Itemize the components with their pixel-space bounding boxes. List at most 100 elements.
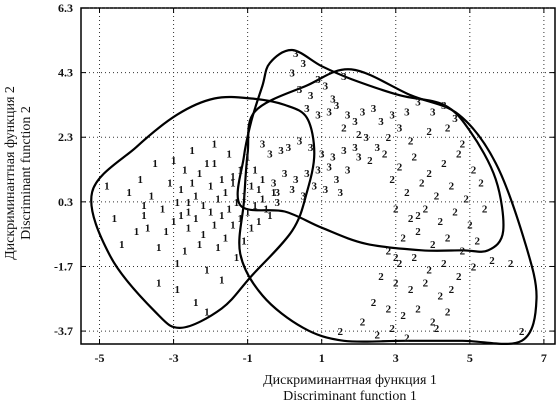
group-1-point: 1 <box>134 226 140 238</box>
y-tick-label: -1.7 <box>54 259 73 273</box>
group-1-point: 1 <box>182 165 188 177</box>
group-1-point: 1 <box>175 197 181 209</box>
group-2-point: 2 <box>397 161 403 173</box>
group-1-point: 1 <box>163 226 169 238</box>
group-1-point: 1 <box>208 207 214 219</box>
group-1-point: 1 <box>104 181 110 193</box>
group-1-point: 1 <box>167 177 173 189</box>
group-2-point: 2 <box>408 213 414 225</box>
group-1-point: 1 <box>189 145 195 157</box>
group-3-point: 3 <box>323 184 329 196</box>
group-2-point: 2 <box>456 148 462 160</box>
x-tick-label: 1 <box>319 351 325 365</box>
group-2-point: 2 <box>445 232 451 244</box>
group-3-point: 3 <box>345 110 351 122</box>
group-1-point: 1 <box>226 148 232 160</box>
group-1-point: 1 <box>263 203 269 215</box>
group-3-point: 3 <box>330 152 336 164</box>
group-1-point: 1 <box>204 265 210 277</box>
group-2-point: 2 <box>508 258 514 270</box>
x-tick-label: -5 <box>95 351 105 365</box>
group-1-point: 1 <box>171 155 177 167</box>
x-axis-title: Дискриминантная функция 1 Discriminant f… <box>230 373 470 405</box>
group-1-point: 1 <box>241 190 247 202</box>
group-1-point: 1 <box>141 210 147 222</box>
group-3-point: 3 <box>282 168 288 180</box>
group-1-point: 1 <box>145 223 151 235</box>
group-1-point: 1 <box>237 213 243 225</box>
group-2-point: 2 <box>449 284 455 296</box>
y-tick-label: 6.3 <box>58 1 73 15</box>
group-1-point: 1 <box>156 278 162 290</box>
y-axis-title-ru: Дискриминантная функция 2 <box>3 86 18 260</box>
group-2-point: 2 <box>378 271 384 283</box>
group-boundaries <box>90 48 538 345</box>
group-2-point: 2 <box>375 329 381 341</box>
group-3-point: 3 <box>308 142 314 154</box>
group-2-point: 2 <box>471 165 477 177</box>
group-1-point: 1 <box>208 181 214 193</box>
group-1-point: 1 <box>212 219 218 231</box>
group-3-point: 3 <box>304 168 310 180</box>
group-2-point: 2 <box>386 245 392 257</box>
group-1-point: 1 <box>186 223 192 235</box>
group-2-point: 2 <box>445 123 451 135</box>
group-1-point: 1 <box>252 165 258 177</box>
group-1-point: 1 <box>230 219 236 231</box>
group-3-point: 3 <box>326 161 332 173</box>
group-2-point: 2 <box>386 303 392 315</box>
group-3-point: 3 <box>319 148 325 160</box>
group-3-point: 3 <box>275 187 281 199</box>
group-3-point: 3 <box>378 116 384 128</box>
group-3-point: 3 <box>293 48 299 60</box>
group-1-point: 1 <box>267 210 273 222</box>
group-1-point: 1 <box>193 190 199 202</box>
group-1-point: 1 <box>241 236 247 248</box>
group-2-point: 2 <box>471 261 477 273</box>
group-3-point: 3 <box>356 152 362 164</box>
group-2-point: 2 <box>386 132 392 144</box>
group-2-point: 2 <box>430 239 436 251</box>
group-1-point: 1 <box>193 213 199 225</box>
group-2-point: 2 <box>426 265 432 277</box>
group-2-point: 2 <box>367 155 373 167</box>
group-3-point: 3 <box>312 181 318 193</box>
group-1-point: 1 <box>197 239 203 251</box>
group-1-point: 1 <box>175 284 181 296</box>
group-2-point: 2 <box>341 123 347 135</box>
group-2-point: 2 <box>456 271 462 283</box>
group-1-point: 1 <box>219 274 225 286</box>
group-1-point: 1 <box>189 177 195 189</box>
group-3-point: 3 <box>389 110 395 122</box>
group-1-point: 1 <box>260 174 266 186</box>
group-1-point: 1 <box>193 297 199 309</box>
group-2-point: 2 <box>445 307 451 319</box>
group-2-point: 2 <box>412 252 418 264</box>
group-1-point: 1 <box>119 239 125 251</box>
data-points: 1111111111111111111111111111111111111111… <box>104 48 525 344</box>
group-1-point: 1 <box>249 223 255 235</box>
group-2-point: 2 <box>400 232 406 244</box>
group-3-point: 3 <box>323 81 329 93</box>
group-1-point: 1 <box>215 194 221 206</box>
group-2-point: 2 <box>441 158 447 170</box>
group-1-point: 1 <box>215 242 221 254</box>
group-2-point: 2 <box>463 194 469 206</box>
group-3-point: 3 <box>404 106 410 118</box>
group-3-point: 3 <box>341 145 347 157</box>
group-2-point: 2 <box>467 219 473 231</box>
group-1-point: 1 <box>197 168 203 180</box>
group-2-point: 2 <box>423 203 429 215</box>
grid <box>81 7 555 344</box>
group-3-point: 3 <box>304 103 310 115</box>
group-2-point: 2 <box>434 323 440 335</box>
group-1-point: 1 <box>204 307 210 319</box>
group-2-point: 2 <box>460 245 466 257</box>
group-3-point: 3 <box>352 116 358 128</box>
group-1-point: 1 <box>149 190 155 202</box>
group-3-point: 3 <box>315 110 321 122</box>
group-2-point: 2 <box>437 291 443 303</box>
group-1-point: 1 <box>171 216 177 228</box>
x-tick-label: 5 <box>467 351 473 365</box>
